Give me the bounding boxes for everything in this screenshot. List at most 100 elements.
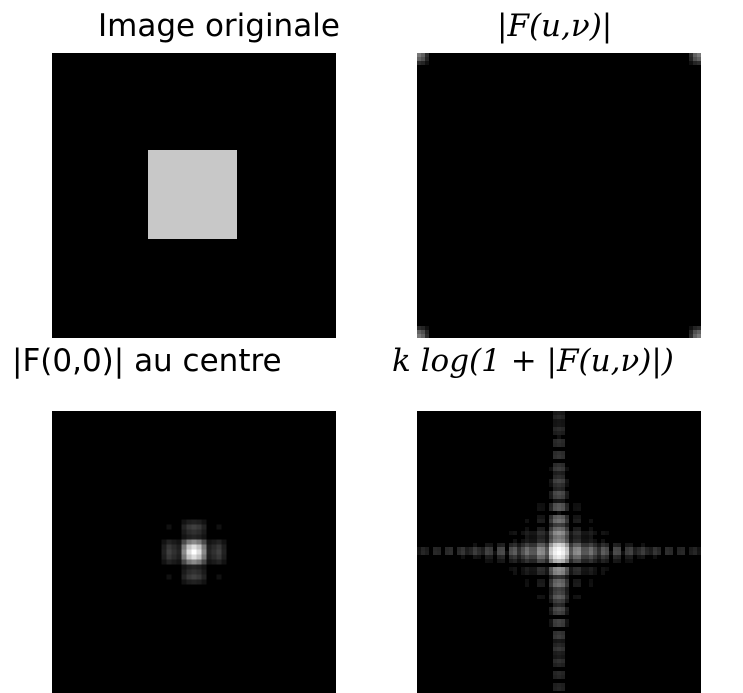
log-spectrum-cell [557,491,561,495]
log-spectrum-cell [529,571,533,575]
log-spectrum-cell [561,687,565,691]
log-spectrum-cell [545,571,549,575]
log-spectrum-cell [509,555,513,559]
log-spectrum-cell [569,559,573,563]
log-spectrum-cell [557,687,561,691]
log-spectrum-cell [569,535,573,539]
log-spectrum-cell [541,539,545,543]
log-spectrum-cell [465,547,469,551]
log-spectrum-cell [557,511,561,515]
log-spectrum-cell [637,547,641,551]
log-spectrum-cell [561,531,565,535]
log-spectrum-cell [553,543,557,547]
log-spectrum-cell [569,539,573,543]
log-spectrum-cell [553,579,557,583]
corner-fuzz-cell [689,334,693,338]
corner-fuzz-cell [421,330,425,334]
log-spectrum-cell [545,535,549,539]
log-spectrum-cell [561,595,565,599]
log-spectrum-cell [561,591,565,595]
log-spectrum-cell [541,507,545,511]
log-spectrum-cell [557,675,561,679]
log-spectrum-cell [693,551,697,555]
log-spectrum-cell [541,519,545,523]
log-spectrum-cell [557,463,561,467]
center-peak-cell [181,539,187,545]
log-spectrum-cell [561,507,565,511]
log-spectrum-cell [573,583,577,587]
log-spectrum-cell [561,567,565,571]
log-spectrum-cell [553,611,557,615]
log-spectrum-cell [549,591,553,595]
corner-fuzz-cell [425,330,429,334]
log-spectrum-cell [553,439,557,443]
log-spectrum-cell [561,611,565,615]
center-peak-cell [216,524,222,530]
corner-fuzz-cell [697,330,701,334]
log-spectrum-cell [541,551,545,555]
log-spectrum-cell [669,547,673,551]
log-spectrum-cell [553,575,557,579]
log-spectrum-cell [681,551,685,555]
log-spectrum-cell [561,499,565,503]
log-spectrum-cell [553,647,557,651]
log-spectrum-cell [529,551,533,555]
log-spectrum-cell [573,571,577,575]
log-spectrum-cell [641,555,645,559]
log-spectrum-cell [513,555,517,559]
log-spectrum-cell [577,571,581,575]
log-spectrum-cell [561,539,565,543]
log-spectrum-cell [557,499,561,503]
panel-title-log-text: k log(1 + |F(u,ν)|) [392,343,674,379]
log-spectrum-cell [461,547,465,551]
log-spectrum-cell [425,547,429,551]
center-peak-cell [186,554,192,560]
log-spectrum-cell [557,471,561,475]
log-spectrum-cell [565,619,569,623]
log-spectrum-cell [561,547,565,551]
center-peak-cell [196,559,202,565]
log-spectrum-cell [549,527,553,531]
log-spectrum-cell [473,543,477,547]
log-spectrum-cell [597,547,601,551]
log-spectrum-cell [549,551,553,555]
log-spectrum-cell [581,543,585,547]
center-peak-cell [166,544,172,550]
log-spectrum-cell [541,579,545,583]
log-spectrum-cell [561,651,565,655]
log-spectrum-cell [593,567,597,571]
log-spectrum-cell [525,583,529,587]
log-spectrum-cell [541,555,545,559]
center-peak-cell [186,574,192,580]
log-spectrum-cell [565,591,569,595]
log-spectrum-cell [593,547,597,551]
log-spectrum-cell [613,543,617,547]
log-spectrum-cell [545,547,549,551]
log-spectrum-cell [561,655,565,659]
log-spectrum-cell [569,571,573,575]
log-spectrum-cell [501,559,505,563]
log-spectrum-cell [561,603,565,607]
log-spectrum-cell [625,543,629,547]
log-spectrum-cell [613,547,617,551]
center-peak-cell [211,559,217,565]
log-spectrum-cell [589,583,593,587]
log-spectrum-cell [581,571,585,575]
panel-original-image [52,53,336,338]
log-spectrum-cell [553,659,557,663]
log-spectrum-cell [485,547,489,551]
log-spectrum-cell [633,551,637,555]
log-spectrum-cell [605,555,609,559]
log-spectrum-cell [481,547,485,551]
log-spectrum-cell [585,551,589,555]
center-peak-cell [196,544,202,550]
log-spectrum-cell [593,559,597,563]
log-spectrum-cell [585,559,589,563]
log-spectrum-cell [561,503,565,507]
log-spectrum-cell [565,595,569,599]
log-spectrum-cell [549,503,553,507]
log-spectrum-cell [425,551,429,555]
log-spectrum-cell [553,491,557,495]
log-spectrum-cell [513,571,517,575]
log-spectrum-cell [553,675,557,679]
